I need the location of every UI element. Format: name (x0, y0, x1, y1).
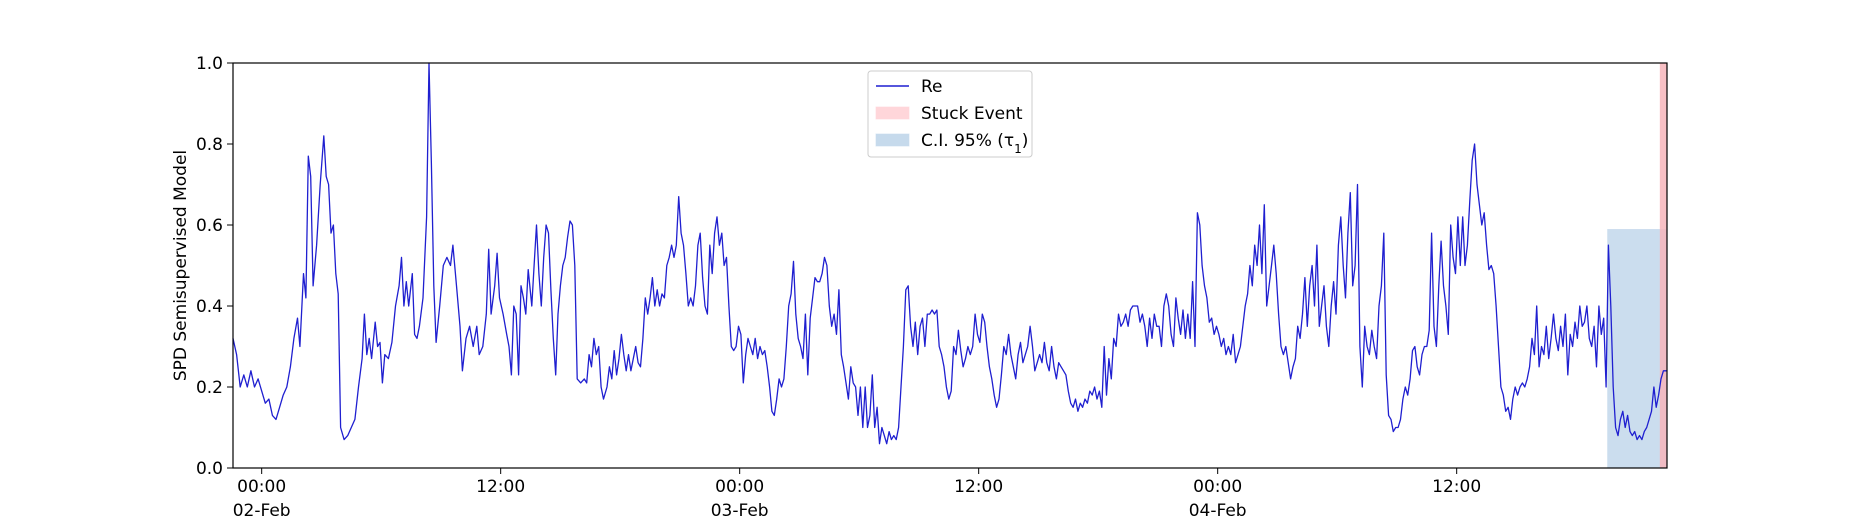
y-tick-label: 0.4 (196, 297, 223, 317)
y-axis: 0.0 0.2 0.4 0.6 0.8 1.0 (196, 54, 233, 479)
y-tick-label: 0.2 (196, 378, 223, 398)
y-tick-label: 0.6 (196, 216, 223, 236)
stuck-event-band (1659, 63, 1667, 468)
x-tick-label: 02-Feb (233, 501, 291, 521)
legend-label: Re (921, 77, 943, 97)
confidence-interval-band (1607, 229, 1667, 468)
y-tick-label: 1.0 (196, 54, 223, 74)
x-axis: 00:0002-Feb190012:0000:0003-Feb12:0000:0… (233, 468, 1481, 521)
y-tick-label: 0.0 (196, 459, 223, 479)
y-tick-label: 0.8 (196, 135, 223, 155)
legend-swatch (875, 106, 910, 120)
x-tick-label: 12:00 (1432, 477, 1481, 497)
series-layer (232, 62, 1667, 445)
x-tick-label: 12:00 (476, 477, 525, 497)
x-tick-label: 04-Feb (1189, 501, 1247, 521)
x-tick-label: 00:00 (1193, 477, 1242, 497)
legend-swatch (875, 133, 910, 147)
series-line-re (232, 62, 1667, 445)
legend-label: Stuck Event (921, 104, 1023, 124)
x-tick-label: 12:00 (954, 477, 1003, 497)
highlight-bands (1607, 63, 1667, 468)
x-tick-label: 00:00 (715, 477, 764, 497)
x-tick-label: 03-Feb (711, 501, 769, 521)
x-tick-label: 00:00 (237, 477, 286, 497)
y-axis-label: SPD Semisupervised Model (171, 150, 191, 381)
plot-frame (232, 62, 1668, 469)
